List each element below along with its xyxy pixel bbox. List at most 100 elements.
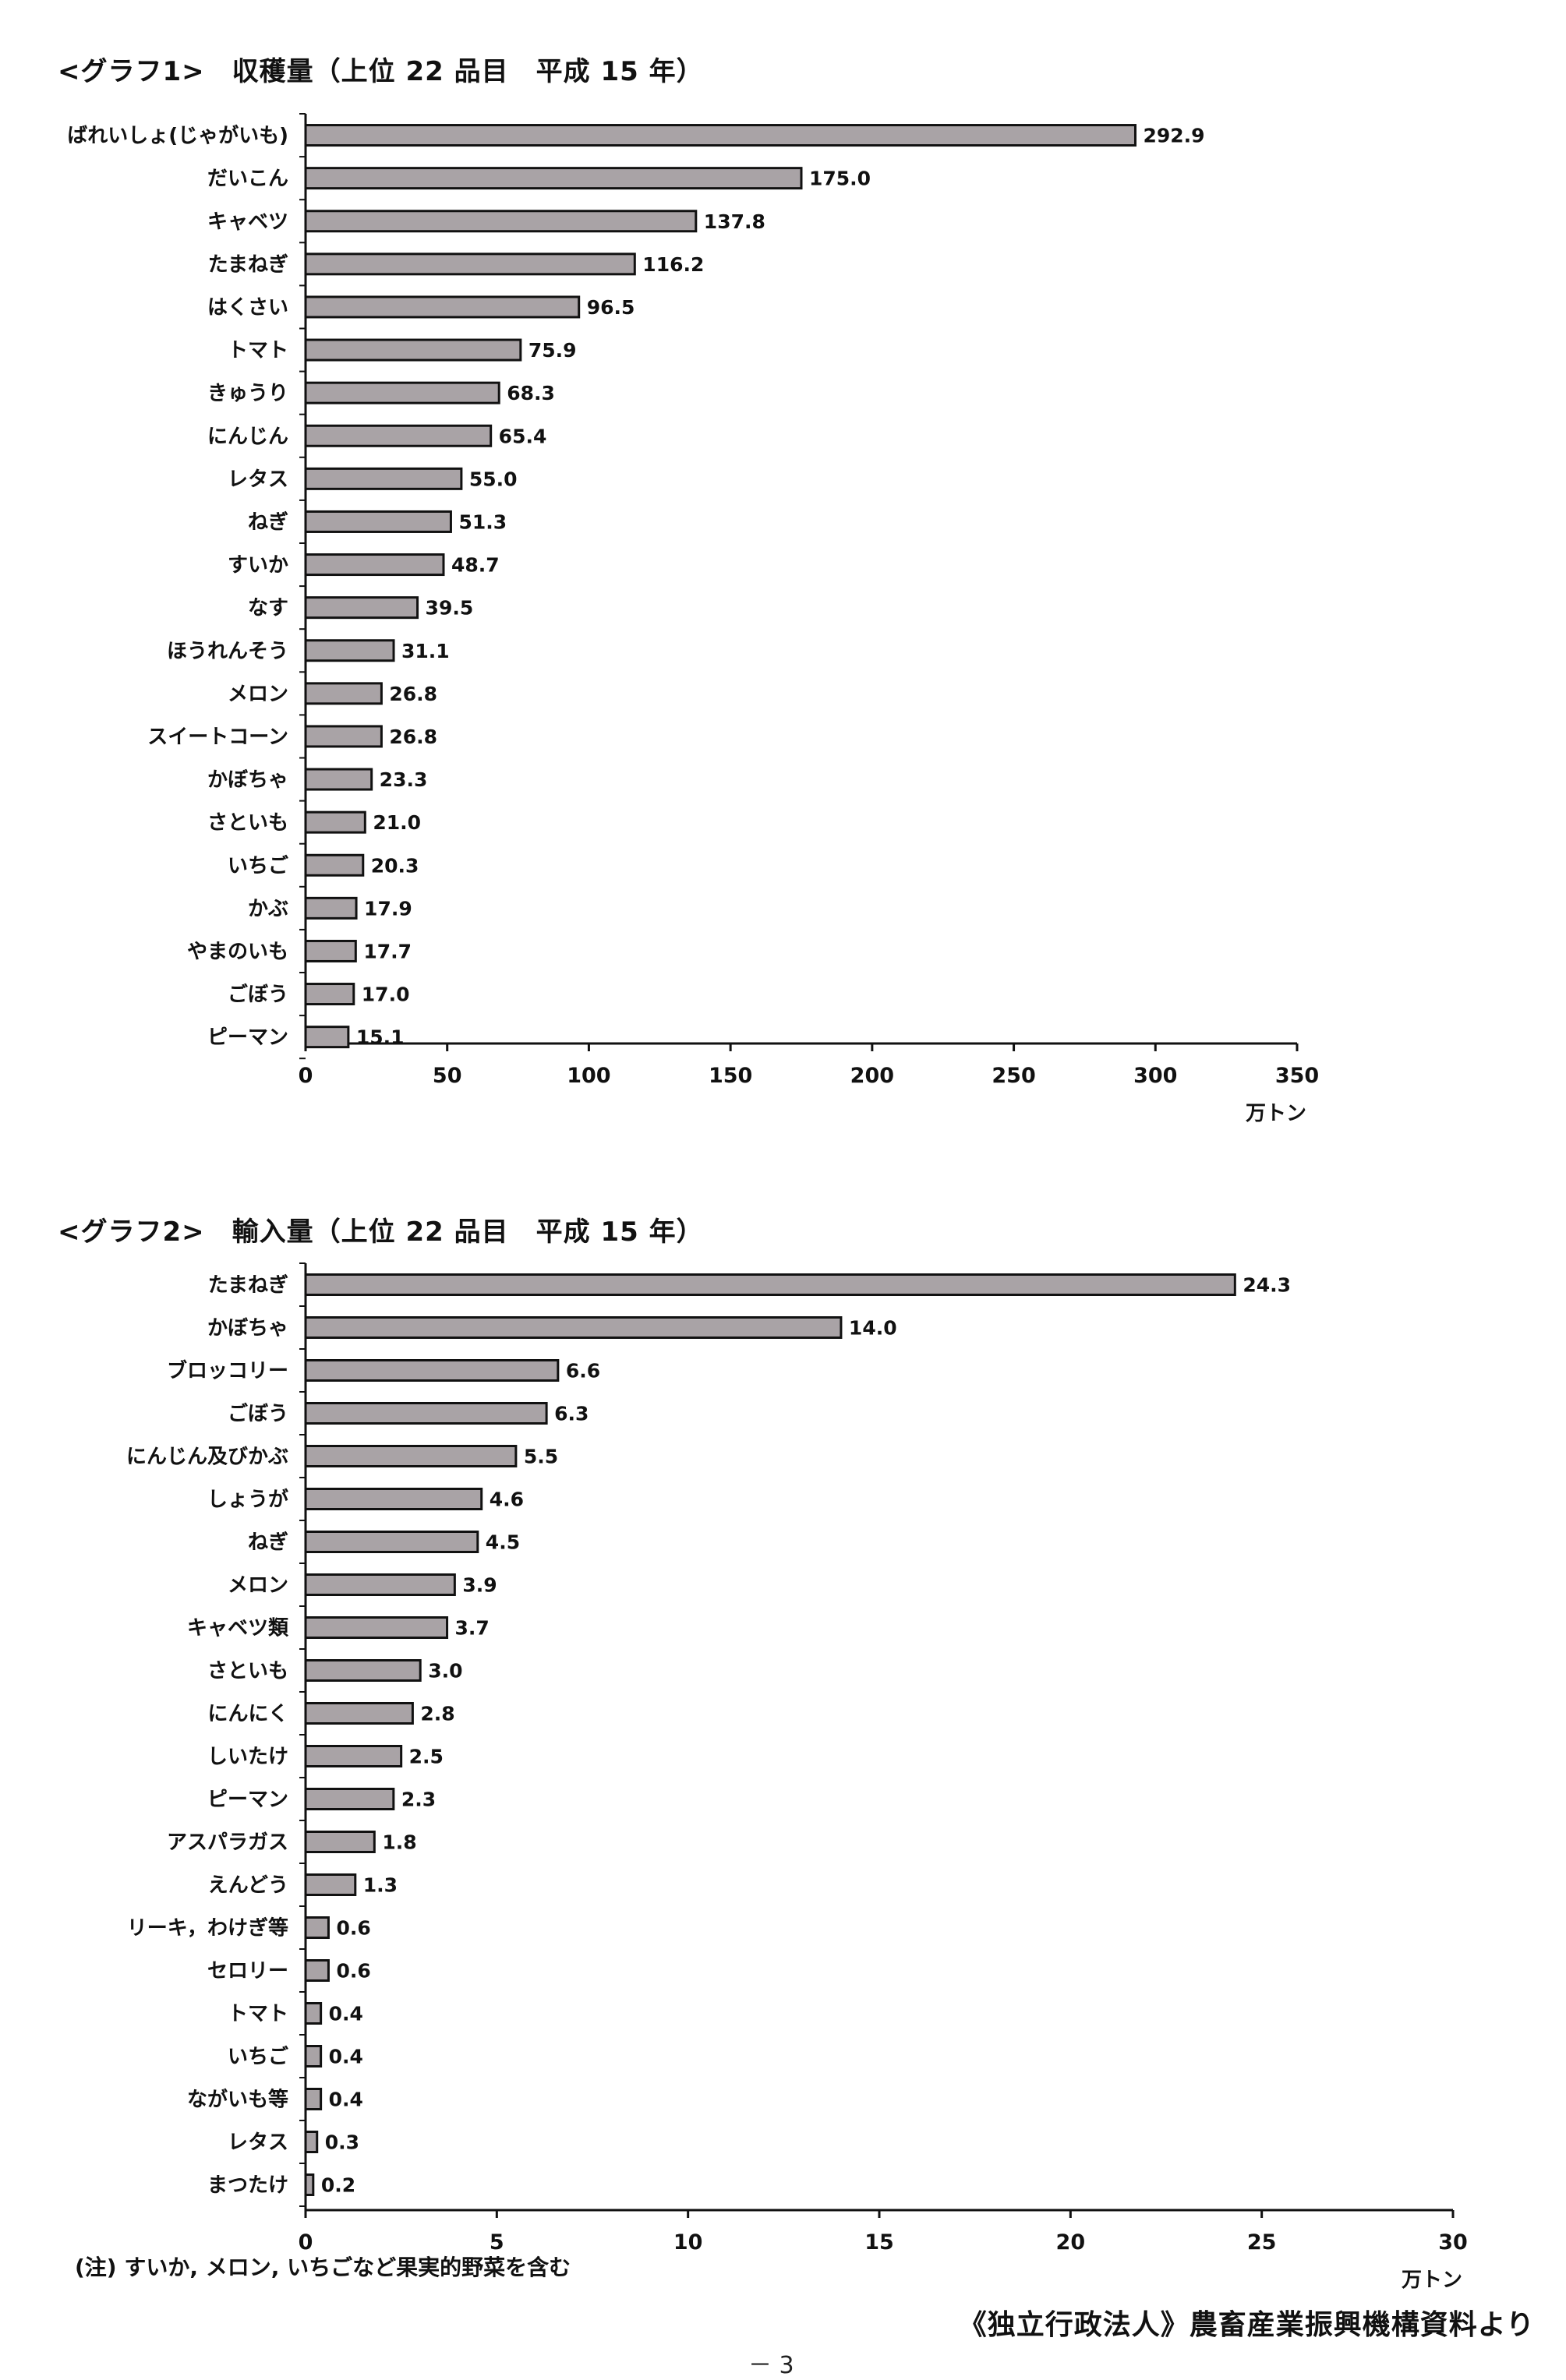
chart-1-bar-キャベツ	[304, 210, 698, 233]
chart-2-value-label: 1.3	[363, 1874, 398, 1897]
chart-1-value-label: 17.9	[364, 897, 412, 920]
chart-2-category-label: まつたけ	[207, 2174, 288, 2198]
chart-1-x-tick-label: 350	[1275, 1064, 1319, 1088]
chart-2-category-label: セロリー	[207, 1960, 288, 1983]
chart-2-unit-label: 万トン	[1402, 2269, 1462, 2292]
chart-1-category-label: にんじん	[207, 425, 288, 448]
chart-2-value-label: 3.0	[428, 1660, 462, 1683]
chart-1-bar-トマト	[304, 338, 522, 362]
chart-2-value-label: 24.3	[1243, 1274, 1291, 1297]
chart-1-bar-やまのいも	[304, 939, 357, 962]
chart-1-value-label: 39.5	[426, 597, 474, 620]
page-number: － 3	[748, 2352, 794, 2379]
chart-2-value-label: 0.2	[321, 2174, 355, 2197]
chart-1-category-label: かぼちゃ	[207, 768, 288, 792]
chart-2-value-label: 5.5	[524, 1446, 558, 1468]
chart-2-x-tick-label: 15	[864, 2230, 894, 2255]
chart-2-bar-かぼちゃ	[304, 1316, 843, 1339]
chart-1-x-tick-label: 150	[709, 1064, 752, 1088]
chart-1-value-label: 17.0	[362, 983, 410, 1006]
chart-1-x-tick-label: 200	[850, 1064, 894, 1088]
chart-1-category-label: やまのいも	[187, 940, 288, 963]
chart-2-value-label: 4.6	[490, 1488, 524, 1511]
chart-2-value-label: 6.3	[554, 1403, 589, 1425]
chart-2-bar-いちご	[304, 2045, 323, 2067]
chart-1-category-label: だいこん	[207, 168, 288, 191]
chart-2-bar-ピーマン	[304, 1788, 395, 1810]
chart-1-value-label: 23.3	[380, 768, 428, 791]
chart-2-category-label: ながいも等	[187, 2088, 288, 2112]
chart-2-category-label: ごぼう	[228, 1402, 288, 1426]
chart-2-category-label: しいたけ	[207, 1746, 288, 1769]
chart-1-value-label: 21.0	[373, 811, 421, 834]
chart-1-category-label: ばれいしょ(じゃがいも)	[67, 124, 288, 148]
chart-1-bar-ばれいしょ(じゃがいも)	[304, 124, 1136, 147]
chart-2-x-tick-label: 30	[1438, 2230, 1468, 2255]
chart-1-category-label: スイートコーン	[147, 726, 288, 749]
chart-1-x-tick-label: 300	[1133, 1064, 1177, 1088]
chart-1-value-label: 20.3	[371, 854, 419, 877]
chart-2-category-label: かぼちゃ	[207, 1317, 288, 1340]
chart-1-bar-なす	[304, 596, 419, 620]
chart-2-value-label: 0.4	[329, 2046, 363, 2068]
chart-1-value-label: 51.3	[458, 510, 507, 533]
chart-1-harvest-volume: ばれいしょ(じゃがいも) 292.9 だいこん 175.0 キャベツ 137.8 たまねぎ 1…	[67, 113, 1319, 1125]
chart-1-category-label: ほうれんそう	[167, 640, 288, 663]
chart-2-bar-ながいも等	[304, 2088, 323, 2110]
chart-2-category-label: ブロッコリー	[167, 1359, 288, 1383]
footnote: (注) すいか, メロン, いちごなど果実的野菜を含む	[75, 2255, 571, 2280]
chart-2-value-label: 2.5	[409, 1746, 444, 1768]
chart-1-value-label: 17.7	[363, 940, 412, 962]
chart-2-bar-レタス	[304, 2131, 319, 2153]
chart-2-category-label: えんどう	[208, 1874, 288, 1898]
chart-1-title: <グラフ1> 収穫量（上位 22 品目 平成 15 年）	[58, 56, 704, 87]
chart-1-category-label: なす	[248, 597, 288, 620]
chart-1-bar-スイートコーン	[304, 725, 383, 748]
chart-1-bar-ピーマン	[304, 1026, 350, 1049]
chart-2-value-label: 3.7	[455, 1617, 490, 1640]
chart-2-x-tick-label: 25	[1247, 2230, 1277, 2255]
chart-1-value-label: 116.2	[642, 253, 704, 276]
chart-2-x-tick-label: 5	[490, 2230, 504, 2255]
chart-1-bar-ねぎ	[304, 510, 452, 533]
chart-1-value-label: 68.3	[507, 382, 555, 404]
chart-2-bar-にんにく	[304, 1702, 414, 1725]
chart-1-bar-レタス	[304, 467, 463, 490]
chart-1-bar-たまねぎ	[304, 252, 636, 276]
chart-2-value-label: 2.8	[420, 1703, 454, 1725]
chart-1-category-label: かぶ	[248, 897, 288, 920]
chart-2-bar-ブロッコリー	[304, 1359, 560, 1382]
chart-2-title: <グラフ2> 輸入量（上位 22 品目 平成 15 年）	[58, 1216, 704, 1248]
chart-1-x-tick-label: 50	[433, 1064, 462, 1088]
chart-2-category-label: いちご	[228, 2045, 288, 2069]
chart-1-bar-さといも	[304, 810, 366, 834]
chart-2-category-label: レタス	[228, 2131, 288, 2155]
chart-1-category-label: レタス	[228, 468, 288, 491]
chart-2-category-label: トマト	[228, 2003, 288, 2026]
chart-2-bar-まつたけ	[304, 2173, 315, 2196]
chart-2-bar-えんどう	[304, 1873, 357, 1896]
chart-2-category-label: リーキ，わけぎ等	[127, 1916, 288, 1940]
chart-2-value-label: 0.6	[336, 1960, 370, 1983]
chart-1-value-label: 15.1	[356, 1026, 405, 1049]
chart-2-bar-アスパラガス	[304, 1831, 376, 1853]
chart-1-value-label: 31.1	[401, 640, 450, 662]
chart-2-bar-セロリー	[304, 1959, 330, 1982]
chart-2-value-label: 0.4	[329, 2089, 363, 2111]
chart-1-category-label: いちご	[228, 853, 288, 877]
chart-1-bar-ほうれんそう	[304, 639, 395, 662]
chart-1-value-label: 55.0	[469, 468, 518, 490]
chart-1-value-label: 96.5	[587, 296, 635, 319]
chart-1-bar-にんじん	[304, 424, 493, 447]
chart-2-bar-にんじん及びかぶ	[304, 1445, 518, 1467]
chart-2-x-tick-label: 20	[1056, 2230, 1086, 2255]
chart-1-category-label: きゅうり	[207, 382, 288, 405]
chart-1-value-label: 137.8	[704, 210, 765, 233]
chart-2-value-label: 6.6	[566, 1360, 600, 1382]
chart-2-category-label: アスパラガス	[167, 1831, 288, 1855]
chart-1-bar-だいこん	[304, 167, 803, 190]
chart-1-category-label: ピーマン	[207, 1026, 288, 1050]
chart-2-x-tick-label: 0	[299, 2230, 313, 2255]
